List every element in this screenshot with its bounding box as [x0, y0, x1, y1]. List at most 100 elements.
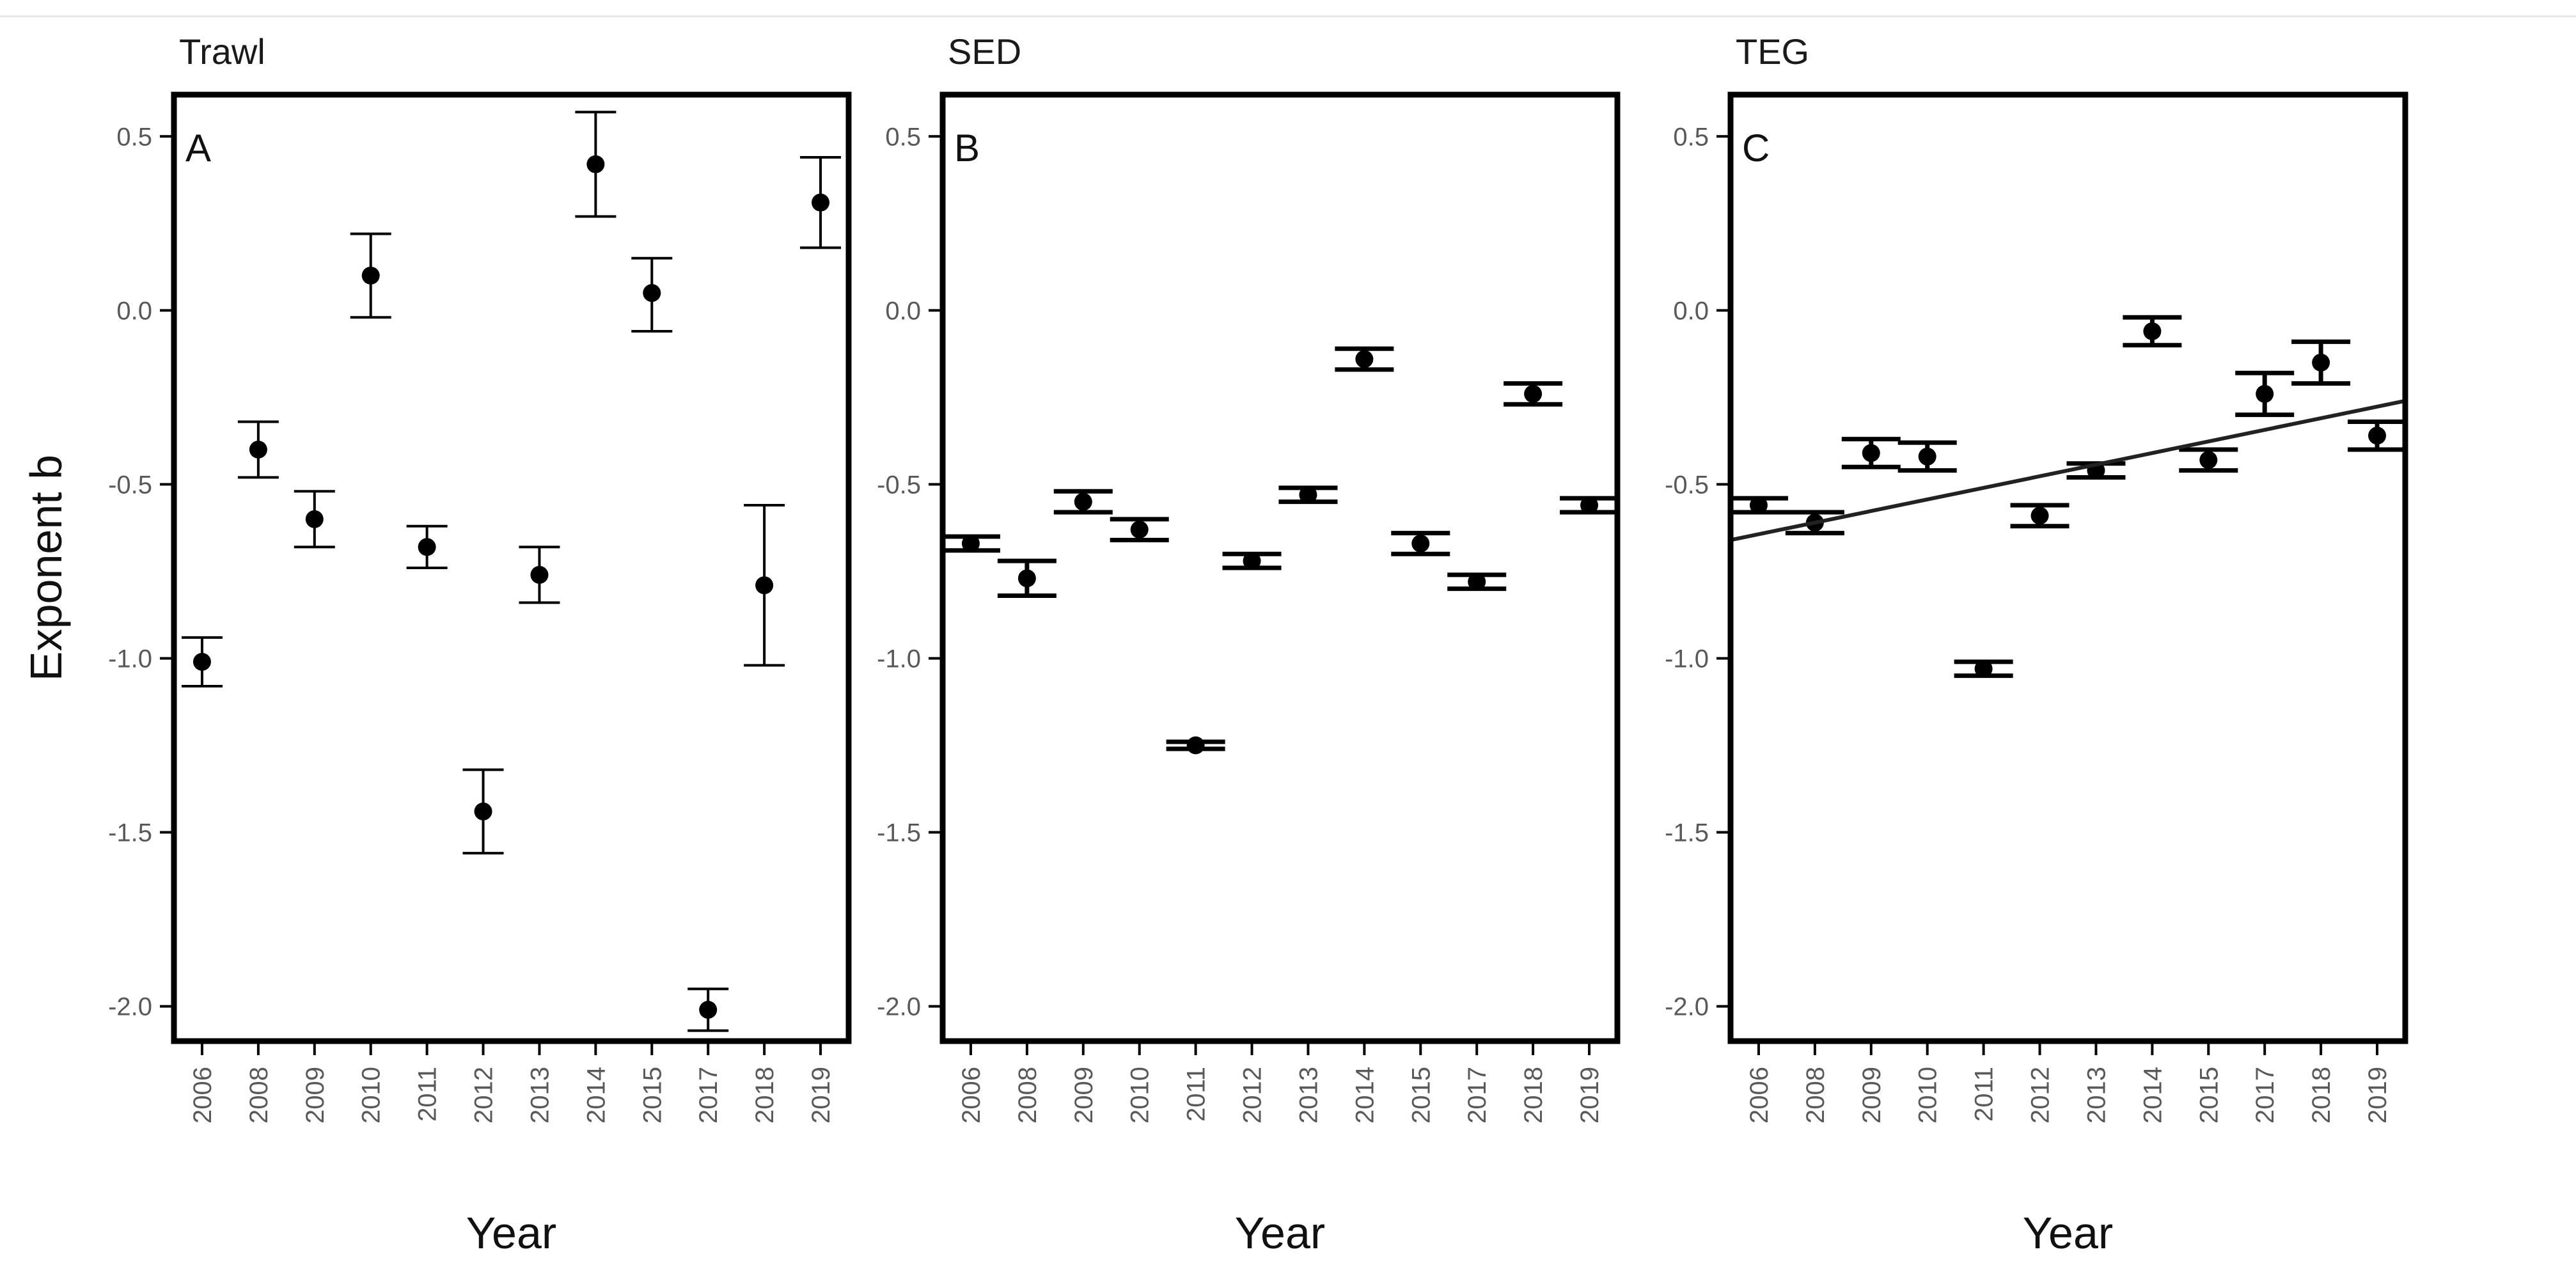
y-tick-label: -1.5: [877, 819, 921, 847]
x-tick-label: 2018: [1520, 1067, 1548, 1124]
x-tick-label: 2009: [1858, 1067, 1886, 1124]
data-point: [1243, 552, 1261, 570]
y-tick-label: -0.5: [108, 471, 152, 499]
trend-line: [1730, 398, 2406, 542]
panel-title: TEG: [1736, 31, 1809, 72]
data-point: [2030, 506, 2049, 525]
y-axis-title: Exponent b: [21, 455, 71, 681]
x-tick-label: 2017: [1463, 1067, 1491, 1124]
x-tick-label: 2006: [189, 1067, 217, 1124]
data-point: [249, 441, 267, 459]
x-axis-title: Year: [2023, 1208, 2113, 1258]
x-tick-label: 2011: [414, 1067, 442, 1122]
y-tick-label: -0.5: [1665, 471, 1709, 499]
x-tick-label: 2017: [695, 1067, 723, 1124]
panel-title: Trawl: [179, 31, 265, 72]
x-tick-label: 2012: [1239, 1067, 1267, 1124]
y-tick-label: -1.0: [877, 645, 921, 673]
data-point: [305, 510, 324, 528]
x-tick-label: 2014: [582, 1067, 610, 1124]
data-point: [361, 266, 380, 285]
plot-frame: [1727, 91, 2408, 1044]
y-tick-label: -2.0: [1665, 993, 1709, 1021]
panel-title: SED: [948, 31, 1021, 72]
y-tick-label: 0.5: [885, 123, 921, 151]
data-point: [586, 155, 605, 173]
y-tick-label: -1.0: [108, 645, 152, 673]
data-point: [1974, 659, 1993, 678]
panel-sed: SED 0.5 0.0 -0.5 -1.0 -1.5 -2.0 B 2006 2008 2009 20…: [877, 31, 1621, 1258]
x-tick-label: 2013: [2082, 1067, 2110, 1124]
x-axis-title: Year: [1235, 1208, 1325, 1258]
x-tick-label: 2010: [1126, 1067, 1154, 1124]
x-tick-label: 2018: [2307, 1067, 2336, 1124]
x-tick-label: 2019: [2364, 1067, 2392, 1124]
x-tick-label: 2011: [1970, 1067, 1999, 1122]
x-tick-label: 2015: [2195, 1067, 2223, 1124]
x-tick-label: 2019: [1576, 1067, 1604, 1124]
x-tick-label: 2006: [1745, 1067, 1773, 1124]
x-tick-label: 2011: [1182, 1067, 1211, 1122]
x-tick-label: 2008: [1014, 1067, 1042, 1124]
data-point: [2256, 384, 2274, 403]
x-tick-label: 2009: [1070, 1067, 1098, 1124]
data-point: [643, 284, 661, 302]
data-point: [1468, 572, 1486, 591]
y-tick-label: 0.5: [1673, 123, 1709, 151]
x-axis-title: Year: [466, 1208, 556, 1258]
x-tick-label: 2010: [1914, 1067, 1942, 1124]
data-point: [1411, 534, 1430, 553]
data-point: [474, 802, 492, 820]
data-point: [755, 576, 774, 595]
x-tick-label: 2018: [751, 1067, 779, 1124]
panel-teg: TEG 0.5 0.0 -0.5 -1.0 -1.5 -2.0 C 2006 2008 2009 20…: [1665, 31, 2408, 1258]
y-tick-label: -2.0: [108, 993, 152, 1021]
data-point: [1130, 521, 1149, 539]
data-point: [418, 538, 436, 556]
data-point: [1524, 384, 1543, 403]
data-point: [699, 1001, 718, 1019]
x-tick-label: 2015: [638, 1067, 666, 1124]
x-tick-label: 2012: [470, 1067, 498, 1124]
data-point: [1918, 447, 1936, 466]
panel-letter: A: [185, 127, 211, 169]
x-tick-label: 2012: [2027, 1067, 2055, 1124]
y-tick-label: -1.5: [108, 819, 152, 847]
data-point: [1074, 492, 1092, 511]
data-point: [2143, 322, 2162, 340]
panel-letter: B: [954, 127, 980, 169]
y-tick-label: -1.0: [1665, 645, 1709, 673]
x-tick-label: 2009: [301, 1067, 329, 1124]
data-point: [1862, 444, 1880, 462]
data-point: [812, 193, 830, 212]
data-point: [961, 534, 980, 553]
y-tick-label: -1.5: [1665, 819, 1709, 847]
data-point: [2368, 427, 2387, 445]
data-point: [2199, 451, 2218, 469]
panel-trawl: Trawl 0.5 0.0 -0.5 -1.0 -1.5 -2.0 A 2006 2008 2009…: [108, 31, 852, 1258]
y-tick-label: -0.5: [877, 471, 921, 499]
x-tick-label: 2017: [2251, 1067, 2279, 1124]
x-tick-label: 2015: [1407, 1067, 1435, 1124]
data-point: [1299, 485, 1317, 504]
data-point: [1749, 496, 1768, 515]
plot-frame: [171, 91, 852, 1044]
data-point: [1186, 736, 1205, 755]
y-tick-label: -2.0: [877, 993, 921, 1021]
x-tick-label: 2013: [1294, 1067, 1323, 1124]
x-tick-label: 2010: [357, 1067, 386, 1124]
x-tick-label: 2019: [807, 1067, 835, 1124]
y-tick-label: 0.0: [885, 297, 921, 325]
y-tick-label: 0.0: [1673, 297, 1709, 325]
data-point: [1017, 569, 1036, 588]
y-tick-label: 0.0: [116, 297, 152, 325]
panel-letter: C: [1742, 127, 1770, 169]
x-tick-label: 2008: [245, 1067, 273, 1124]
x-tick-label: 2006: [957, 1067, 986, 1124]
x-tick-label: 2008: [1802, 1067, 1830, 1124]
data-point: [2312, 353, 2330, 372]
data-point: [192, 652, 211, 671]
plot-frame: [939, 91, 1621, 1044]
data-point: [530, 565, 549, 584]
